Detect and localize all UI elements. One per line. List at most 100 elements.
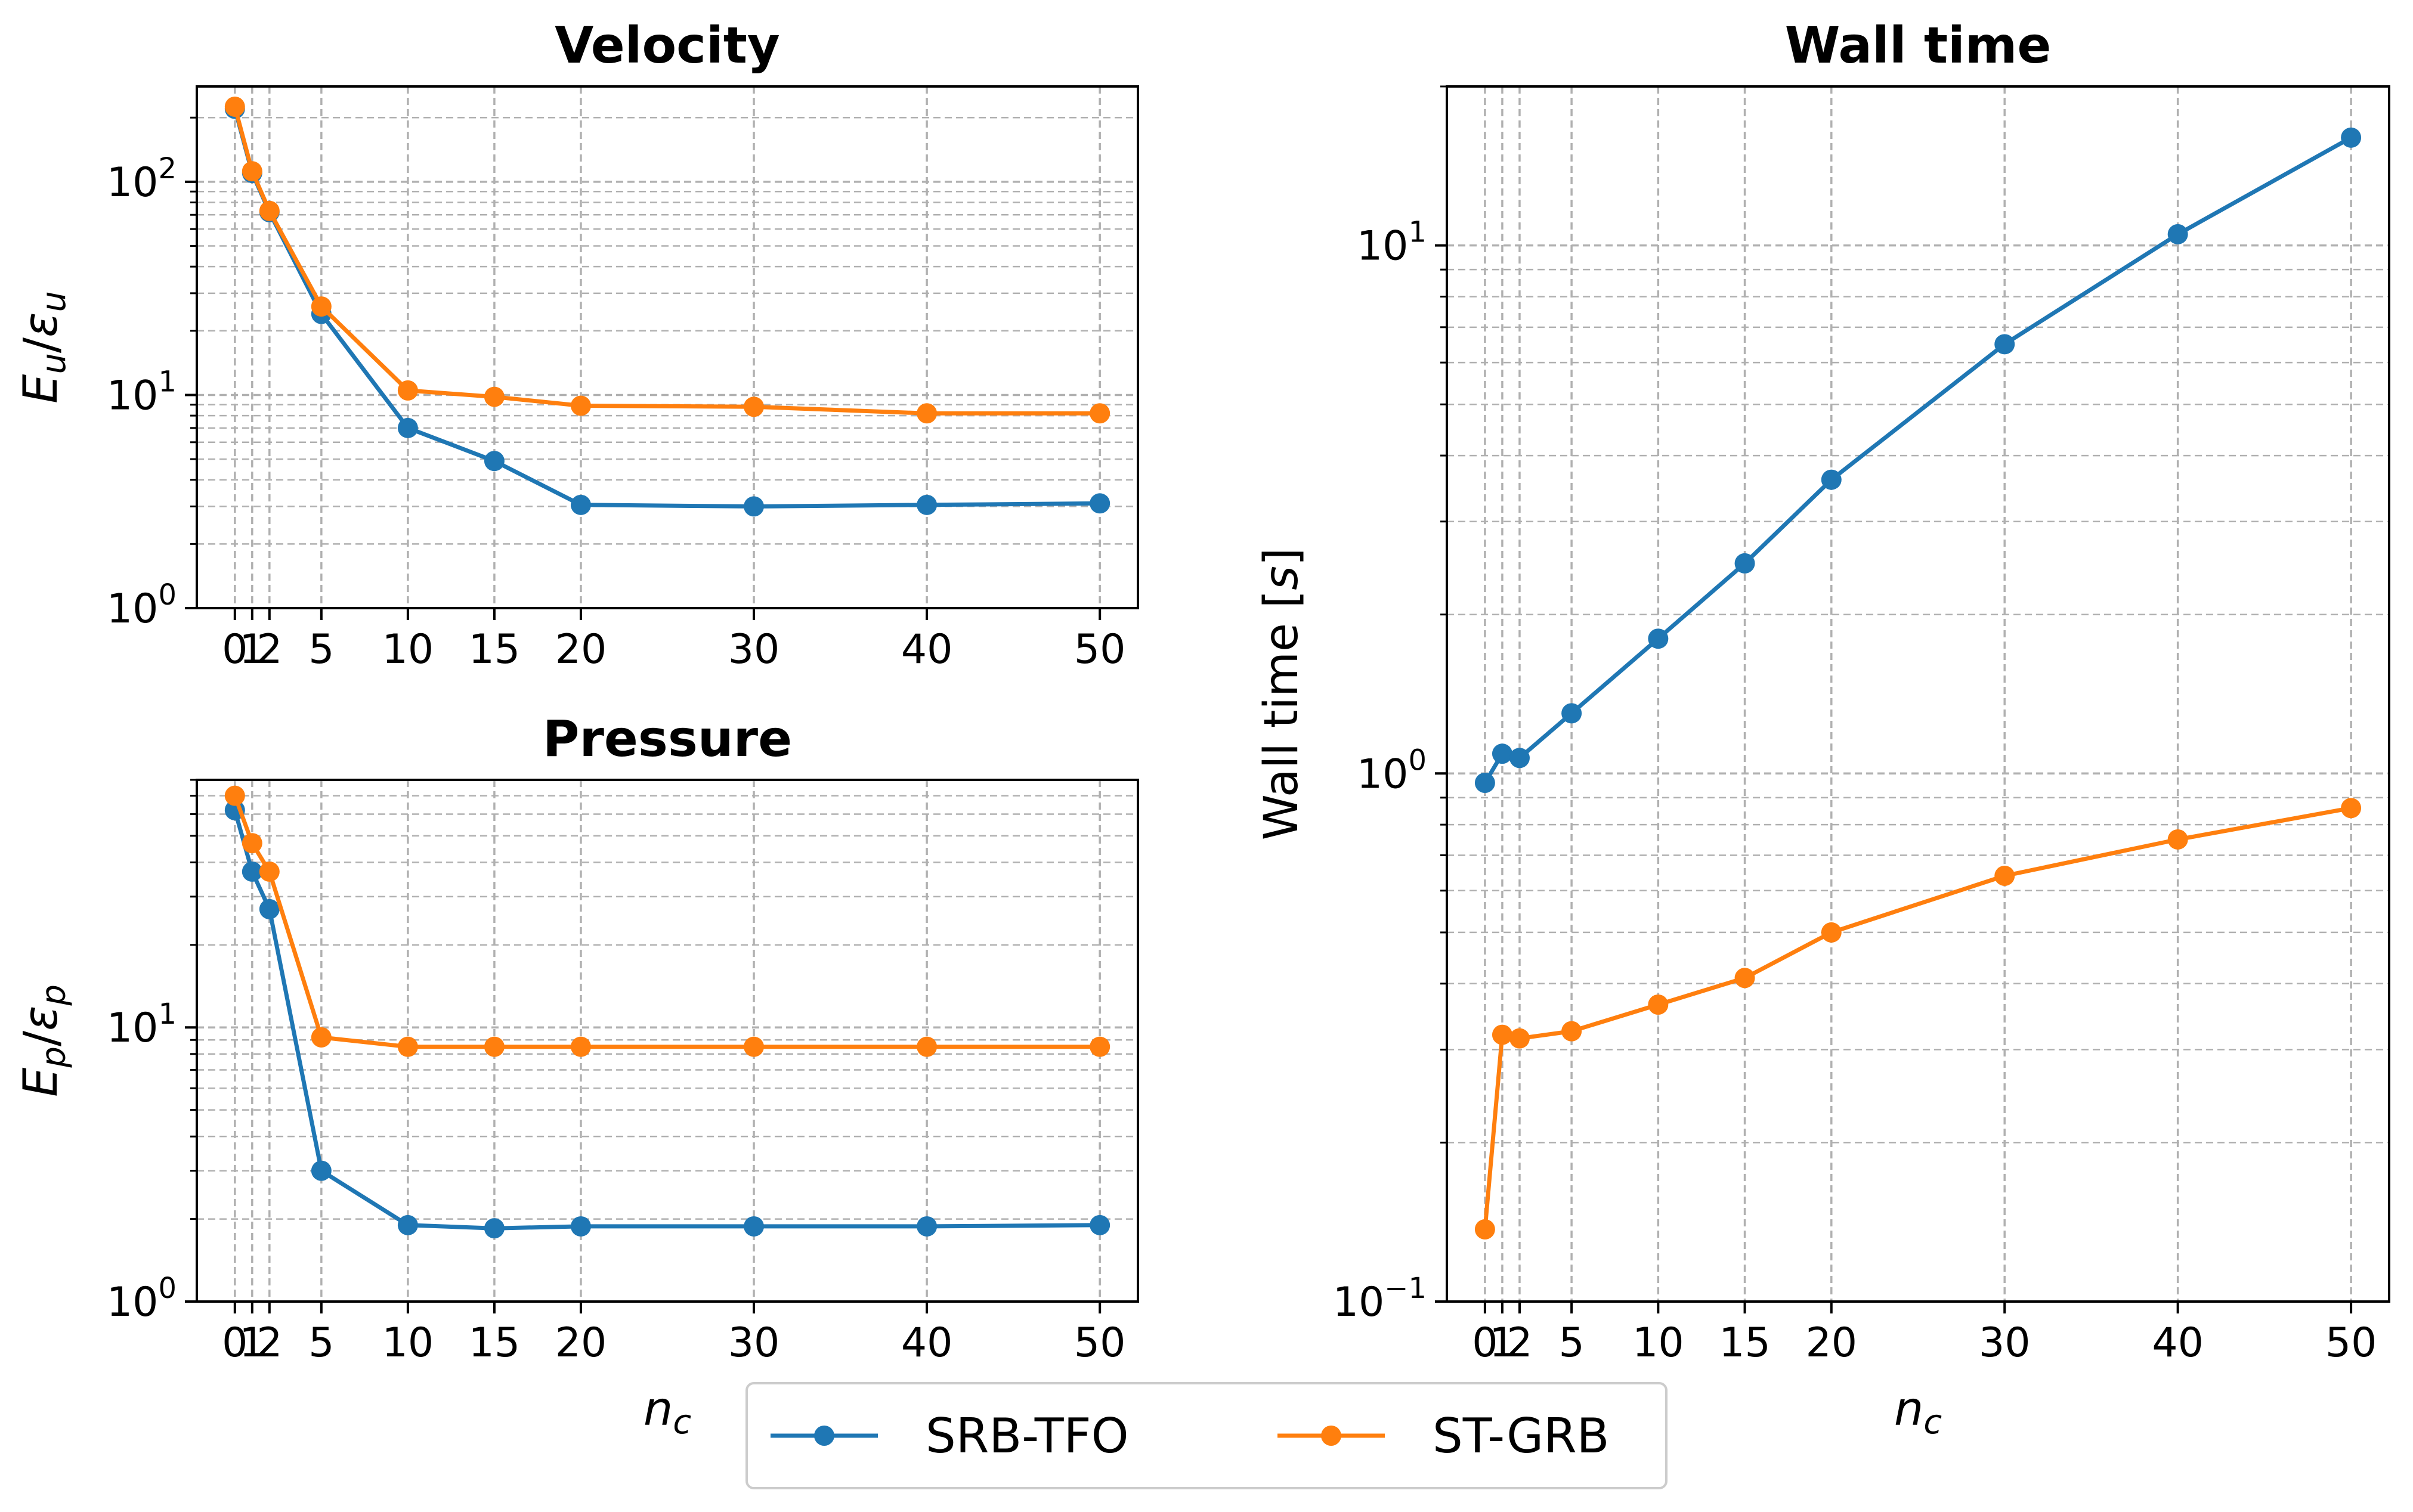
legend: SRB-TFO ST-GRB: [745, 1382, 1668, 1489]
x-tick-label: 0: [222, 626, 248, 673]
data-point-st-grb: [570, 1036, 591, 1057]
data-point-st-grb: [259, 200, 280, 221]
x-tick-label: 50: [1074, 626, 1126, 673]
data-point-st-grb: [224, 785, 245, 806]
x-tick-label: 2: [1506, 1319, 1532, 1367]
data-point-srb-tfo: [242, 861, 262, 882]
walltime-panel: 012 5 10 15 20 30 40 50 10−1 100 101 Wall time Wall …: [1255, 16, 2390, 1442]
data-point-st-grb: [917, 403, 938, 424]
data-point-srb-tfo: [744, 1216, 765, 1237]
data-point-srb-tfo: [397, 417, 418, 438]
data-point-srb-tfo: [1090, 493, 1110, 514]
x-tick-label: 0: [1472, 1319, 1498, 1367]
data-point-srb-tfo: [1474, 773, 1495, 794]
data-point-st-grb: [1509, 1028, 1530, 1049]
data-point-srb-tfo: [570, 494, 591, 515]
data-point-st-grb: [2167, 829, 2188, 850]
data-point-srb-tfo: [1648, 628, 1669, 649]
data-point-srb-tfo: [397, 1214, 418, 1235]
x-tick-label: 20: [555, 1319, 607, 1367]
data-point-srb-tfo: [744, 496, 765, 517]
data-point-srb-tfo: [1090, 1214, 1110, 1235]
data-point-st-grb: [1090, 403, 1110, 424]
x-tick-label: 15: [1719, 1319, 1771, 1367]
x-tick-label: 50: [2325, 1319, 2377, 1367]
x-tick-label: 30: [728, 1319, 780, 1367]
x-tick-label: 30: [1979, 1319, 2031, 1367]
data-point-srb-tfo: [917, 494, 938, 515]
y-tick-label: 100: [107, 578, 177, 633]
data-point-srb-tfo: [259, 898, 280, 919]
chart-title: Pressure: [543, 709, 792, 768]
x-tick-label: 10: [382, 1319, 434, 1367]
data-point-st-grb: [1821, 922, 1842, 943]
y-tick-label: 100: [1357, 743, 1427, 798]
series-line-st-grb: [233, 106, 1100, 416]
data-point-srb-tfo: [917, 1216, 938, 1237]
y-tick-label: 101: [107, 365, 177, 419]
x-tick-label: 5: [308, 1319, 334, 1367]
data-point-srb-tfo: [484, 451, 505, 472]
x-tick-label: 15: [469, 626, 521, 673]
data-point-st-grb: [1474, 1219, 1495, 1240]
x-tick-label: 40: [901, 1319, 953, 1367]
x-tick-label: 2: [256, 1319, 282, 1367]
x-tick-label: 50: [1074, 1319, 1126, 1367]
x-tick-label: 1: [1489, 1319, 1515, 1367]
data-point-st-grb: [242, 833, 262, 854]
data-point-st-grb: [259, 861, 280, 882]
data-point-srb-tfo: [1492, 743, 1512, 764]
y-axis-label: Wall time [s]: [1255, 548, 1308, 841]
x-tick-label: 5: [1558, 1319, 1584, 1367]
data-point-st-grb: [242, 161, 262, 182]
x-tick-label: 1: [239, 626, 265, 673]
data-point-srb-tfo: [311, 1160, 332, 1181]
data-point-st-grb: [397, 1036, 418, 1057]
data-point-srb-tfo: [1561, 703, 1582, 724]
legend-marker-st-grb: [1321, 1426, 1341, 1446]
data-point-st-grb: [311, 296, 332, 317]
legend-marker-srb-tfo: [814, 1426, 834, 1446]
y-tick-label: 10−1: [1333, 1272, 1427, 1326]
x-tick-label: 10: [1632, 1319, 1684, 1367]
data-point-srb-tfo: [1821, 469, 1842, 490]
x-axis-label: nc: [644, 1383, 691, 1442]
pressure-panel: 012 5 10 15 20 30 40 50 100 101 Pressure Ep/εp nc: [14, 709, 1139, 1442]
data-point-st-grb: [397, 380, 418, 401]
axes-frame: [196, 779, 1139, 1303]
data-point-srb-tfo: [2341, 127, 2362, 148]
x-tick-label: 1: [239, 1319, 265, 1367]
data-point-srb-tfo: [2167, 224, 2188, 244]
x-axis-label: nc: [1894, 1383, 1942, 1442]
y-tick-label: 101: [1357, 216, 1427, 270]
x-tick-label: 20: [1806, 1319, 1858, 1367]
x-tick-label: 20: [555, 626, 607, 673]
series-line-st-grb: [233, 795, 1100, 1049]
x-tick-label: 10: [382, 626, 434, 673]
series-line-st-grb: [1483, 805, 2352, 1230]
data-point-st-grb: [484, 386, 505, 407]
data-point-st-grb: [224, 96, 245, 117]
data-point-st-grb: [1994, 865, 2015, 886]
data-point-st-grb: [1492, 1024, 1512, 1045]
legend-label-st-grb: ST-GRB: [1433, 1408, 1610, 1464]
data-point-st-grb: [570, 395, 591, 416]
data-point-st-grb: [311, 1027, 332, 1048]
data-point-st-grb: [2341, 798, 2362, 819]
series-line-srb-tfo: [1483, 135, 2352, 784]
chart-title: Velocity: [555, 16, 779, 75]
x-tick-label: 2: [256, 626, 282, 673]
x-tick-label: 30: [728, 626, 780, 673]
data-point-srb-tfo: [1994, 334, 2015, 355]
chart-title: Wall time: [1785, 16, 2052, 75]
series-line-srb-tfo: [233, 809, 1100, 1231]
y-tick-label: 102: [107, 152, 177, 206]
data-point-st-grb: [917, 1036, 938, 1057]
velocity-panel: 012 5 10 15 20 30 40 50 100 101 102 Velocity Eu/εu: [14, 16, 1139, 673]
data-point-srb-tfo: [1509, 748, 1530, 769]
x-tick-label: 0: [222, 1319, 248, 1367]
x-tick-label: 40: [2152, 1319, 2204, 1367]
data-point-st-grb: [744, 1036, 765, 1057]
data-point-srb-tfo: [484, 1218, 505, 1239]
